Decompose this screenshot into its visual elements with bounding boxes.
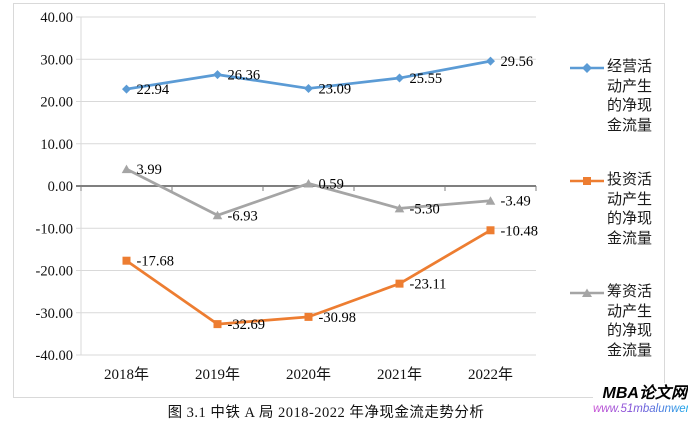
square-marker-icon [304, 312, 313, 321]
legend-item-investing: 投资活动产生的净现金流量 [570, 171, 655, 249]
data-label: 22.94 [137, 82, 170, 98]
diamond-marker-icon [582, 63, 592, 73]
triangle-marker-icon [582, 288, 592, 297]
data-label: 0.59 [319, 177, 344, 193]
y-tick-label: 0.00 [48, 179, 73, 195]
legend-marker-financing-line-icon [570, 288, 604, 297]
legend-marker-investing-line-icon [570, 177, 604, 185]
triangle-marker-icon [212, 210, 223, 220]
triangle-marker-icon [485, 196, 496, 205]
data-label: -32.69 [228, 317, 265, 333]
legend-item-operating: 经营活动产生的净现金流量 [570, 58, 655, 136]
legend-label-operating: 经营活动产生的净现金流量 [607, 59, 653, 134]
series-1: -17.68 -32.69 -30.98 -23.11 -10.48 [122, 223, 538, 333]
diamond-marker-icon [213, 70, 222, 80]
watermark: MBA论文网 www.51mbalunwen.com [593, 383, 688, 423]
x-category-label: 2020年 [286, 366, 331, 383]
square-marker-icon [583, 177, 591, 185]
data-label: 23.09 [319, 81, 352, 97]
watermark-site-name: MBA论文网 [602, 385, 687, 402]
y-tick-label: 10.00 [40, 137, 73, 153]
series-0: 22.94 26.36 23.09 25.55 29.56 [122, 54, 533, 98]
legend-marker-operating-line-icon [570, 63, 604, 73]
series-2: 3.99 -6.93 0.59 -5.30 -3.49 [121, 162, 531, 224]
triangle-marker-icon [121, 164, 132, 174]
data-label: 25.55 [410, 71, 443, 87]
y-tick-label: 30.00 [40, 52, 73, 68]
chart-legend: 经营活动产生的净现金流量 投资活动产生的净现金流量 筹资活动产生的净现金流量 [570, 0, 662, 398]
gridlines [76, 16, 536, 356]
data-label: -5.30 [410, 201, 440, 217]
data-label: -10.48 [501, 223, 538, 239]
y-tick-label: -40.00 [36, 348, 73, 364]
square-marker-icon [213, 320, 222, 329]
x-axis-category-labels: 2018年 2019年 2020年 2021年 2022年 [104, 366, 513, 383]
legend-label-investing: 投资活动产生的净现金流量 [607, 172, 653, 247]
x-category-label: 2018年 [104, 366, 149, 383]
legend-label-financing: 筹资活动产生的净现金流量 [607, 284, 653, 359]
x-category-label: 2022年 [468, 366, 513, 383]
legend-item-financing: 筹资活动产生的净现金流量 [570, 283, 655, 361]
triangle-marker-icon [303, 179, 314, 188]
data-label: -6.93 [228, 208, 258, 224]
square-marker-icon [486, 226, 495, 235]
triangle-marker-icon [394, 203, 405, 213]
diamond-marker-icon [395, 73, 404, 83]
y-tick-label: -30.00 [36, 306, 73, 322]
y-tick-label: 40.00 [40, 10, 73, 26]
data-label: -30.98 [319, 310, 356, 326]
data-label: -23.11 [410, 277, 447, 293]
diamond-marker-icon [486, 56, 495, 66]
data-label: 29.56 [501, 54, 534, 70]
data-label: -17.68 [137, 254, 174, 270]
watermark-url-link[interactable]: www.51mbalunwen.com [593, 403, 688, 416]
y-tick-label: 20.00 [40, 95, 73, 111]
x-category-label: 2019年 [195, 366, 240, 383]
y-tick-label: -10.00 [36, 221, 73, 237]
y-axis-tick-labels: 40.00 30.00 20.00 10.00 0.00 -10.00 -20.00 -30.… [36, 10, 73, 364]
chart-frame [13, 3, 665, 398]
square-marker-icon [122, 256, 131, 265]
x-category-label: 2021年 [377, 366, 422, 383]
diamond-marker-icon [122, 84, 131, 94]
diamond-marker-icon [304, 83, 313, 93]
y-tick-label: -20.00 [36, 264, 73, 280]
data-label: -3.49 [501, 194, 531, 210]
square-marker-icon [395, 279, 404, 288]
data-label: 3.99 [137, 162, 162, 178]
data-label: 26.36 [228, 68, 261, 84]
figure-caption: 图 3.1 中铁 A 局 2018-2022 年净现金流走势分析 [167, 405, 485, 421]
